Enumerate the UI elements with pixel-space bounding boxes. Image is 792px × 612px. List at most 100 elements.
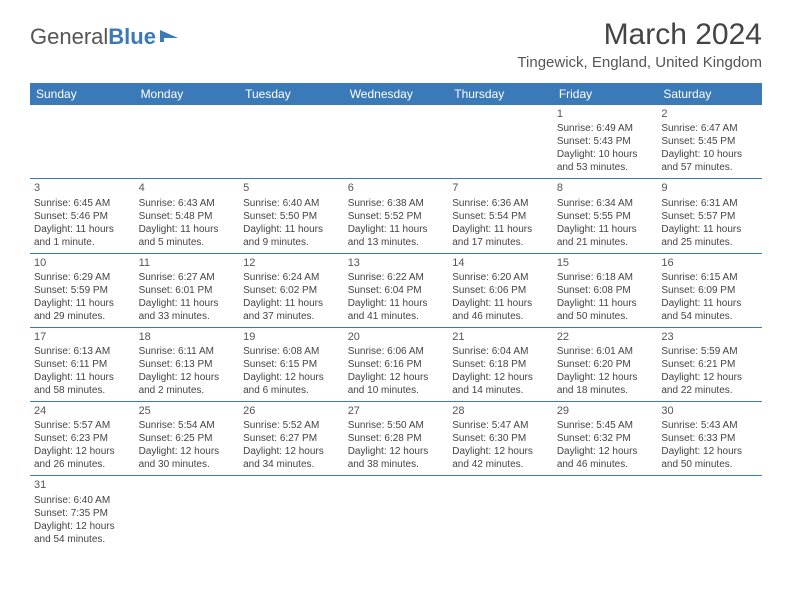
sunset-text: Sunset: 5:43 PM bbox=[557, 135, 654, 148]
title-block: March 2024 Tingewick, England, United Ki… bbox=[517, 18, 762, 71]
calendar-week-row: 24Sunrise: 5:57 AMSunset: 6:23 PMDayligh… bbox=[30, 402, 762, 476]
calendar-empty-cell bbox=[448, 105, 553, 179]
sunrise-text: Sunrise: 5:52 AM bbox=[243, 419, 340, 432]
sunrise-text: Sunrise: 5:50 AM bbox=[348, 419, 445, 432]
month-title: March 2024 bbox=[517, 18, 762, 52]
day-number: 16 bbox=[661, 256, 758, 270]
calendar-day-cell: 20Sunrise: 6:06 AMSunset: 6:16 PMDayligh… bbox=[344, 327, 449, 401]
calendar-day-cell: 22Sunrise: 6:01 AMSunset: 6:20 PMDayligh… bbox=[553, 327, 658, 401]
day-number: 29 bbox=[557, 404, 654, 418]
calendar-week-row: 10Sunrise: 6:29 AMSunset: 5:59 PMDayligh… bbox=[30, 253, 762, 327]
daylight-text: Daylight: 11 hours and 54 minutes. bbox=[661, 297, 758, 323]
calendar-day-cell: 25Sunrise: 5:54 AMSunset: 6:25 PMDayligh… bbox=[135, 402, 240, 476]
calendar-day-cell: 16Sunrise: 6:15 AMSunset: 6:09 PMDayligh… bbox=[657, 253, 762, 327]
daylight-text: Daylight: 12 hours and 50 minutes. bbox=[661, 445, 758, 471]
daylight-text: Daylight: 12 hours and 22 minutes. bbox=[661, 371, 758, 397]
sunrise-text: Sunrise: 6:31 AM bbox=[661, 197, 758, 210]
calendar-day-cell: 7Sunrise: 6:36 AMSunset: 5:54 PMDaylight… bbox=[448, 179, 553, 253]
weekday-header: Monday bbox=[135, 83, 240, 105]
daylight-text: Daylight: 11 hours and 25 minutes. bbox=[661, 223, 758, 249]
daylight-text: Daylight: 12 hours and 34 minutes. bbox=[243, 445, 340, 471]
sunrise-text: Sunrise: 6:49 AM bbox=[557, 122, 654, 135]
calendar-day-cell: 18Sunrise: 6:11 AMSunset: 6:13 PMDayligh… bbox=[135, 327, 240, 401]
calendar-day-cell: 28Sunrise: 5:47 AMSunset: 6:30 PMDayligh… bbox=[448, 402, 553, 476]
day-number: 20 bbox=[348, 330, 445, 344]
sunset-text: Sunset: 6:13 PM bbox=[139, 358, 236, 371]
logo-text-1: General bbox=[30, 24, 108, 50]
day-number: 28 bbox=[452, 404, 549, 418]
calendar-day-cell: 21Sunrise: 6:04 AMSunset: 6:18 PMDayligh… bbox=[448, 327, 553, 401]
daylight-text: Daylight: 11 hours and 41 minutes. bbox=[348, 297, 445, 323]
logo-text-2: Blue bbox=[108, 24, 156, 50]
day-number: 1 bbox=[557, 107, 654, 121]
day-number: 24 bbox=[34, 404, 131, 418]
calendar-table: SundayMondayTuesdayWednesdayThursdayFrid… bbox=[30, 83, 762, 550]
sunset-text: Sunset: 6:28 PM bbox=[348, 432, 445, 445]
calendar-day-cell: 8Sunrise: 6:34 AMSunset: 5:55 PMDaylight… bbox=[553, 179, 658, 253]
daylight-text: Daylight: 12 hours and 38 minutes. bbox=[348, 445, 445, 471]
sunset-text: Sunset: 7:35 PM bbox=[34, 507, 131, 520]
calendar-day-cell: 13Sunrise: 6:22 AMSunset: 6:04 PMDayligh… bbox=[344, 253, 449, 327]
day-number: 30 bbox=[661, 404, 758, 418]
sunrise-text: Sunrise: 6:29 AM bbox=[34, 271, 131, 284]
day-number: 11 bbox=[139, 256, 236, 270]
day-number: 2 bbox=[661, 107, 758, 121]
calendar-header-row: SundayMondayTuesdayWednesdayThursdayFrid… bbox=[30, 83, 762, 105]
sunset-text: Sunset: 6:25 PM bbox=[139, 432, 236, 445]
calendar-empty-cell bbox=[135, 476, 240, 550]
weekday-header: Sunday bbox=[30, 83, 135, 105]
day-number: 9 bbox=[661, 181, 758, 195]
day-number: 5 bbox=[243, 181, 340, 195]
sunrise-text: Sunrise: 6:20 AM bbox=[452, 271, 549, 284]
daylight-text: Daylight: 12 hours and 46 minutes. bbox=[557, 445, 654, 471]
sunrise-text: Sunrise: 6:18 AM bbox=[557, 271, 654, 284]
sunset-text: Sunset: 6:32 PM bbox=[557, 432, 654, 445]
weekday-header: Thursday bbox=[448, 83, 553, 105]
day-number: 23 bbox=[661, 330, 758, 344]
sunrise-text: Sunrise: 6:27 AM bbox=[139, 271, 236, 284]
calendar-empty-cell bbox=[30, 105, 135, 179]
sunrise-text: Sunrise: 6:11 AM bbox=[139, 345, 236, 358]
flag-icon bbox=[160, 24, 180, 50]
sunrise-text: Sunrise: 6:24 AM bbox=[243, 271, 340, 284]
sunset-text: Sunset: 6:33 PM bbox=[661, 432, 758, 445]
daylight-text: Daylight: 12 hours and 10 minutes. bbox=[348, 371, 445, 397]
sunset-text: Sunset: 6:21 PM bbox=[661, 358, 758, 371]
sunrise-text: Sunrise: 6:06 AM bbox=[348, 345, 445, 358]
sunset-text: Sunset: 6:08 PM bbox=[557, 284, 654, 297]
daylight-text: Daylight: 12 hours and 2 minutes. bbox=[139, 371, 236, 397]
calendar-day-cell: 1Sunrise: 6:49 AMSunset: 5:43 PMDaylight… bbox=[553, 105, 658, 179]
sunrise-text: Sunrise: 5:59 AM bbox=[661, 345, 758, 358]
calendar-empty-cell bbox=[344, 105, 449, 179]
daylight-text: Daylight: 11 hours and 5 minutes. bbox=[139, 223, 236, 249]
daylight-text: Daylight: 10 hours and 57 minutes. bbox=[661, 148, 758, 174]
sunrise-text: Sunrise: 5:57 AM bbox=[34, 419, 131, 432]
daylight-text: Daylight: 11 hours and 1 minute. bbox=[34, 223, 131, 249]
weekday-header: Saturday bbox=[657, 83, 762, 105]
sunrise-text: Sunrise: 6:01 AM bbox=[557, 345, 654, 358]
calendar-day-cell: 4Sunrise: 6:43 AMSunset: 5:48 PMDaylight… bbox=[135, 179, 240, 253]
sunset-text: Sunset: 6:16 PM bbox=[348, 358, 445, 371]
calendar-day-cell: 17Sunrise: 6:13 AMSunset: 6:11 PMDayligh… bbox=[30, 327, 135, 401]
day-number: 14 bbox=[452, 256, 549, 270]
calendar-empty-cell bbox=[239, 105, 344, 179]
sunrise-text: Sunrise: 6:47 AM bbox=[661, 122, 758, 135]
header: GeneralBlue March 2024 Tingewick, Englan… bbox=[0, 0, 792, 77]
daylight-text: Daylight: 11 hours and 9 minutes. bbox=[243, 223, 340, 249]
sunrise-text: Sunrise: 5:43 AM bbox=[661, 419, 758, 432]
calendar-day-cell: 19Sunrise: 6:08 AMSunset: 6:15 PMDayligh… bbox=[239, 327, 344, 401]
calendar-day-cell: 27Sunrise: 5:50 AMSunset: 6:28 PMDayligh… bbox=[344, 402, 449, 476]
sunset-text: Sunset: 5:59 PM bbox=[34, 284, 131, 297]
day-number: 8 bbox=[557, 181, 654, 195]
day-number: 22 bbox=[557, 330, 654, 344]
sunset-text: Sunset: 5:46 PM bbox=[34, 210, 131, 223]
calendar-day-cell: 2Sunrise: 6:47 AMSunset: 5:45 PMDaylight… bbox=[657, 105, 762, 179]
daylight-text: Daylight: 11 hours and 17 minutes. bbox=[452, 223, 549, 249]
daylight-text: Daylight: 12 hours and 14 minutes. bbox=[452, 371, 549, 397]
logo: GeneralBlue bbox=[30, 18, 180, 50]
calendar-day-cell: 10Sunrise: 6:29 AMSunset: 5:59 PMDayligh… bbox=[30, 253, 135, 327]
sunrise-text: Sunrise: 6:43 AM bbox=[139, 197, 236, 210]
calendar-day-cell: 23Sunrise: 5:59 AMSunset: 6:21 PMDayligh… bbox=[657, 327, 762, 401]
sunrise-text: Sunrise: 6:34 AM bbox=[557, 197, 654, 210]
daylight-text: Daylight: 11 hours and 50 minutes. bbox=[557, 297, 654, 323]
